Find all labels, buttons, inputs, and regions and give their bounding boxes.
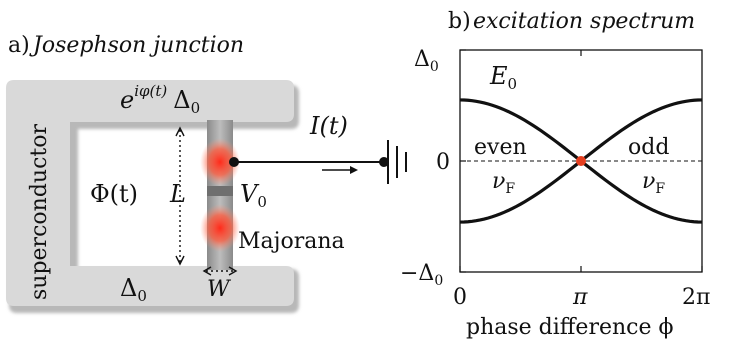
chart-title: excitation spectrum xyxy=(473,9,695,34)
x-tick-label-pi: π xyxy=(572,285,588,310)
superconductor-body xyxy=(6,80,294,306)
y-tick-label-bottom: −Δ0 xyxy=(400,261,443,289)
bottom-gap-label: Δ0 xyxy=(120,274,147,305)
x-tick-label-2pi: 2π xyxy=(682,285,710,310)
nu-label-left: νF xyxy=(492,169,515,197)
top-gap-label: eiφ(t) Δ0 xyxy=(120,82,200,117)
length-label: L xyxy=(169,180,186,208)
width-label: W xyxy=(207,277,232,302)
current-label: I(t) xyxy=(309,112,348,140)
ground-icon xyxy=(387,140,407,184)
current-arrow-head xyxy=(350,166,358,174)
majorana-top xyxy=(200,138,240,186)
voltage-label: V0 xyxy=(240,180,267,211)
length-arrow-head-top xyxy=(175,126,185,137)
energy-label: E0 xyxy=(489,62,517,93)
length-arrow-head-bottom xyxy=(175,255,185,266)
width-arrow-head-left xyxy=(202,266,212,276)
y-tick-label-zero: 0 xyxy=(436,150,450,175)
superconductor-label: superconductor xyxy=(27,124,52,300)
even-label: even xyxy=(474,135,527,160)
panel-a: a) Josephson junction superconductor eiφ… xyxy=(6,33,407,313)
x-axis-label: phase difference ϕ xyxy=(466,315,673,340)
flux-label: Φ(t) xyxy=(90,180,138,208)
odd-label: odd xyxy=(628,135,669,160)
panel-a-title: Josephson junction xyxy=(29,33,244,58)
y-tick-label-top: Δ0 xyxy=(414,47,439,75)
lead-contact-dot xyxy=(229,157,239,167)
majorana-label: Majorana xyxy=(238,229,345,254)
panel-b: b) excitation spectrum Δ0 0 −Δ0 0 xyxy=(400,9,710,340)
crossing-point xyxy=(576,156,586,166)
x-tick-label-0: 0 xyxy=(453,285,467,310)
nu-label-right: νF xyxy=(642,169,665,197)
panel-a-label: a) xyxy=(8,33,30,58)
lead-end-dot xyxy=(379,157,389,167)
width-arrow-head-right xyxy=(228,266,238,276)
panel-b-label: b) xyxy=(448,9,471,34)
majorana-bottom xyxy=(200,204,240,252)
tunnel-barrier xyxy=(207,186,233,196)
